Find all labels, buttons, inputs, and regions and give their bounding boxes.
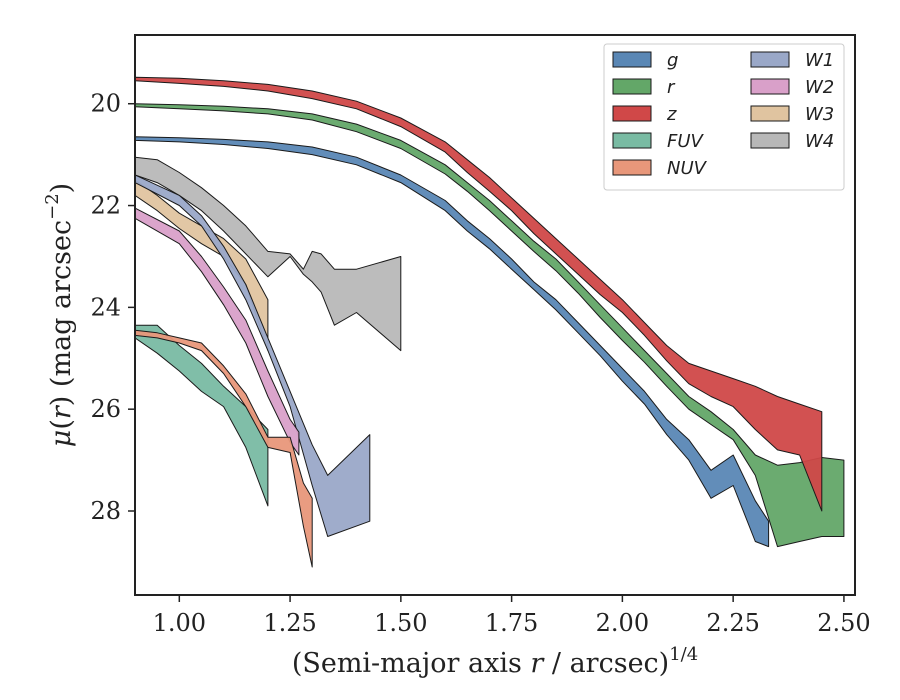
- legend-label-r: r: [667, 77, 676, 98]
- y-axis: 20 22 24 26 28: [90, 90, 135, 525]
- band-w1: [135, 174, 371, 537]
- legend-label-w1: W1: [805, 50, 834, 71]
- legend-swatch-w2: [750, 78, 790, 95]
- x-axis: 1.00 1.25 1.50 1.75 2.00 2.25 2.50: [153, 595, 871, 637]
- legend-label-w2: W2: [805, 77, 834, 98]
- y-axis-label-tail: ): [46, 183, 77, 194]
- y-tick-label: 22: [90, 192, 121, 220]
- band-fuv: [135, 324, 269, 507]
- legend-label-w3: W3: [805, 104, 834, 125]
- band-g: [135, 136, 770, 548]
- legend-swatch-g: [612, 51, 652, 68]
- band-z: [135, 76, 823, 512]
- x-tick-label: 2.50: [817, 609, 870, 637]
- x-axis-label-post: / arcsec): [543, 648, 669, 679]
- legend-label-z: z: [666, 104, 677, 125]
- legend-swatch-w4: [750, 132, 790, 149]
- y-axis-label-pre: (: [46, 419, 77, 430]
- x-tick-label: 1.00: [153, 609, 206, 637]
- legend-swatch-z: [612, 105, 652, 122]
- x-axis-label-exponent: 1/4: [669, 644, 698, 665]
- legend-label-fuv: FUV: [667, 131, 705, 152]
- y-axis-label-post: ) (mag arcsec: [46, 220, 77, 406]
- x-axis-label-pre: (Semi-major axis: [292, 648, 531, 679]
- x-tick-label: 2.00: [596, 609, 649, 637]
- band-w4: [135, 156, 402, 352]
- y-tick-label: 26: [90, 395, 121, 423]
- band-nuv: [135, 329, 313, 568]
- legend-label-w4: W4: [805, 131, 834, 152]
- legend-swatch-w1: [750, 51, 790, 68]
- band-r: [135, 103, 845, 548]
- legend-swatch-w3: [750, 105, 790, 122]
- x-tick-label: 1.25: [263, 609, 316, 637]
- legend-swatch-fuv: [612, 132, 652, 149]
- y-tick-label: 24: [90, 293, 121, 321]
- x-axis-label: (Semi-major axis r / arcsec)1/4: [292, 644, 698, 679]
- legend-label-nuv: NUV: [667, 158, 708, 179]
- x-axis-label-var: r: [530, 648, 545, 679]
- x-tick-label: 1.75: [485, 609, 538, 637]
- legend: grz FUV NUV W1 W2 W3 W4: [603, 43, 845, 191]
- y-axis-label-exponent: −2: [42, 193, 63, 220]
- y-tick-label: 28: [90, 497, 121, 525]
- band-w2: [135, 207, 300, 456]
- x-tick-label: 2.25: [706, 609, 759, 637]
- y-axis-label: μ(r) (mag arcsec−2): [42, 183, 77, 447]
- legend-swatch-nuv: [612, 159, 652, 176]
- legend-label-g: g: [667, 50, 678, 71]
- profile-bands: [135, 76, 845, 568]
- y-tick-label: 20: [90, 90, 121, 118]
- y-axis-label-mu: μ: [46, 430, 77, 448]
- y-axis-label-var: r: [46, 404, 77, 419]
- plot-frame: [134, 34, 856, 596]
- legend-swatch-r: [612, 78, 652, 95]
- x-tick-label: 1.50: [374, 609, 427, 637]
